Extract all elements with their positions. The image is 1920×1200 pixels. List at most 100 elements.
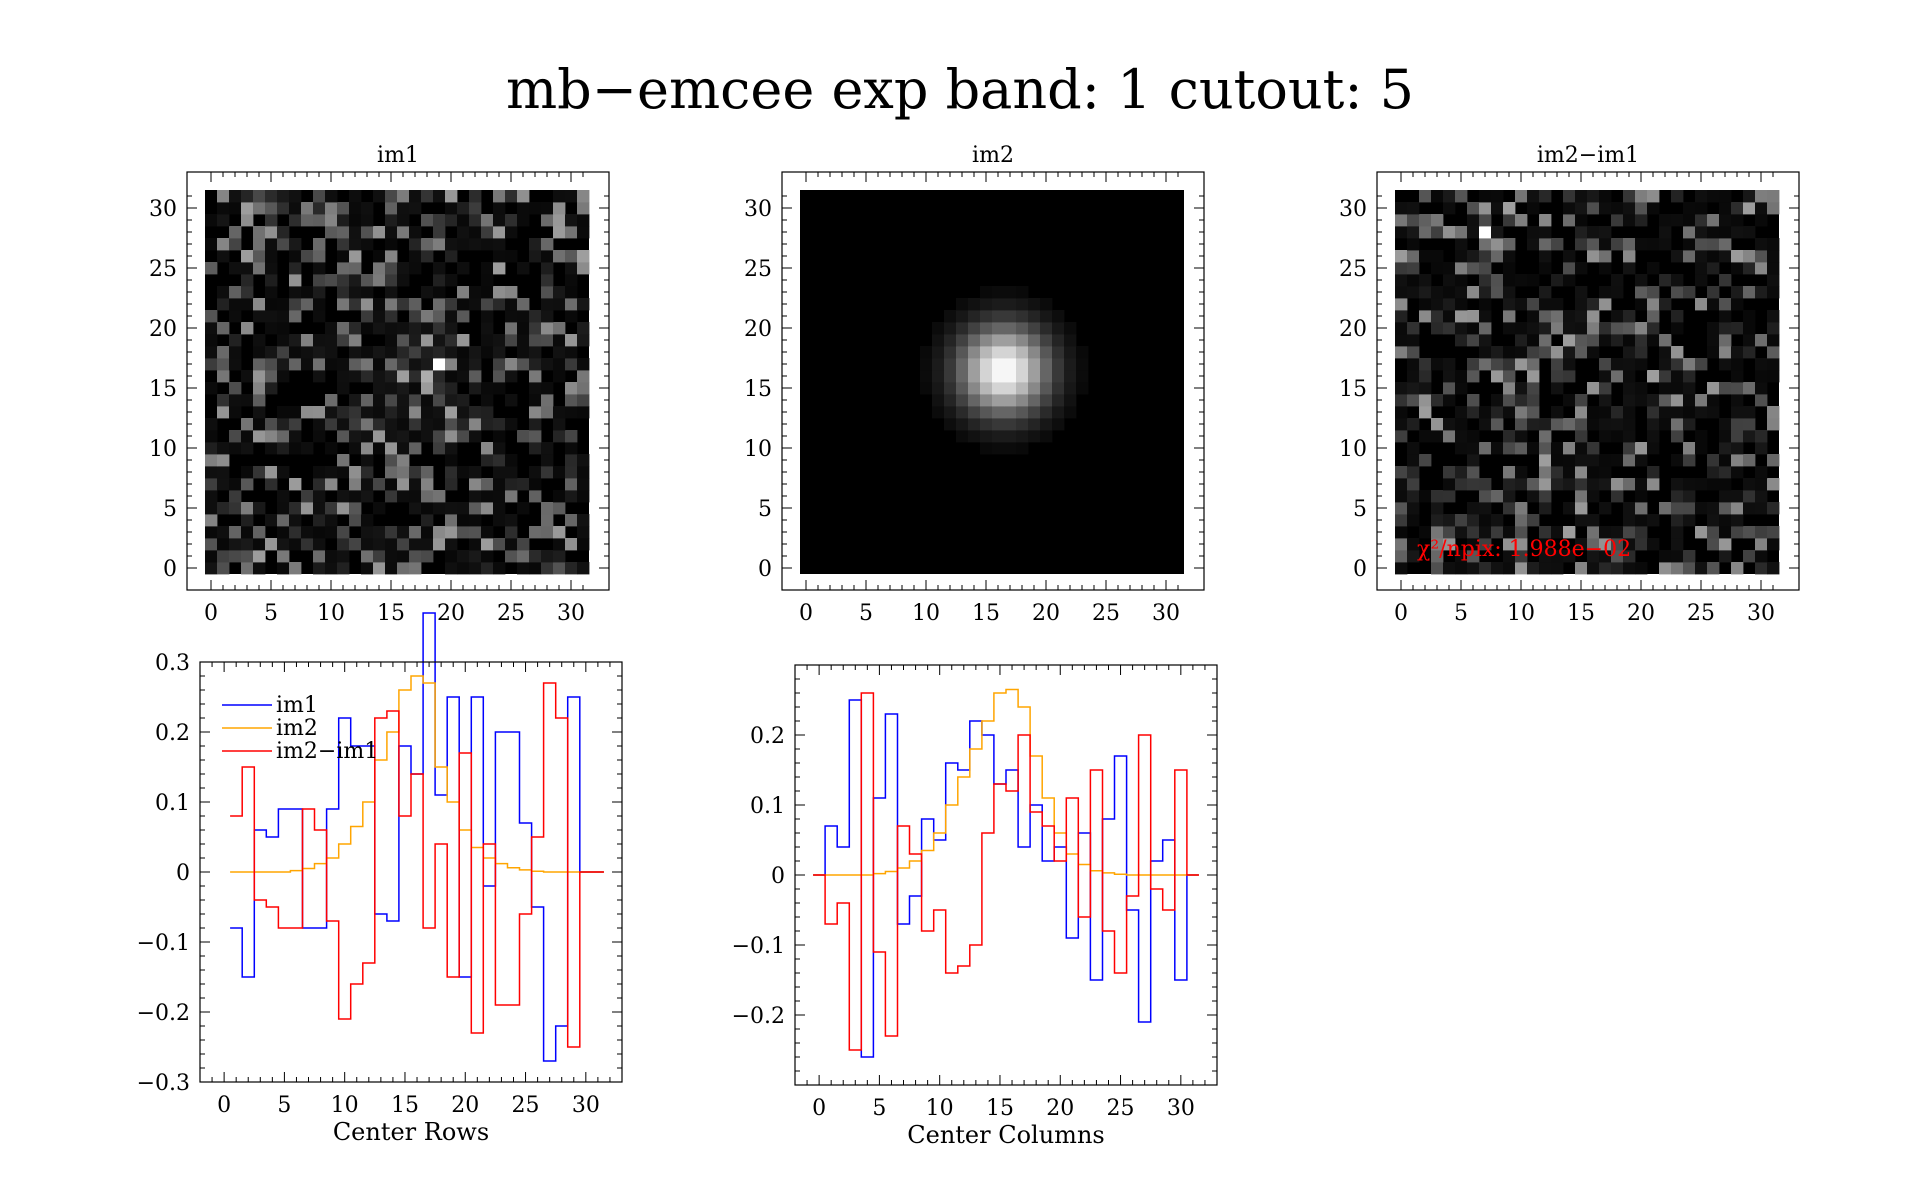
image-pixel: [1659, 382, 1672, 395]
image-pixel: [1419, 214, 1432, 227]
image-pixel: [1551, 442, 1564, 455]
image-pixel: [1419, 394, 1432, 407]
image-pixel: [1707, 514, 1720, 527]
image-pixel: [1695, 262, 1708, 275]
image-pixel: [1599, 538, 1612, 551]
image-pixel: [1455, 406, 1468, 419]
image-pixel: [1551, 358, 1564, 371]
image-pixel: [1443, 322, 1456, 335]
image-pixel: [337, 370, 350, 383]
image-pixel: [253, 310, 266, 323]
legend: im1 im2 im2−im1: [222, 693, 378, 764]
image-pixel: [1004, 358, 1017, 371]
image-pixel: [1064, 322, 1077, 335]
image-pixel: [1731, 430, 1744, 443]
image-pixel: [445, 310, 458, 323]
image-pixel: [1743, 418, 1756, 431]
image-pixel: [553, 346, 566, 359]
image-pixel: [1539, 490, 1552, 503]
image-pixel: [1575, 514, 1588, 527]
image-pixel: [385, 406, 398, 419]
image-pixel: [1467, 538, 1480, 551]
image-pixel: [301, 346, 314, 359]
image-pixel: [385, 538, 398, 551]
image-pixel: [1004, 310, 1017, 323]
image-pixel: [1419, 454, 1432, 467]
image-pixel: [1683, 442, 1696, 455]
image-pixel: [1587, 418, 1600, 431]
image-pixel: [229, 394, 242, 407]
image-pixel: [1623, 238, 1636, 251]
image-pixel: [1743, 478, 1756, 491]
image-pixel: [385, 562, 398, 575]
image-pixel: [205, 418, 218, 431]
image-pixel: [1683, 214, 1696, 227]
image-pixel: [313, 562, 326, 575]
image-pixel: [1419, 226, 1432, 239]
image-pixel: [361, 466, 374, 479]
image-pixel: [1431, 298, 1444, 311]
image-pixel: [277, 430, 290, 443]
image-pixel: [253, 502, 266, 515]
image-pixel: [1467, 310, 1480, 323]
image-pixel: [1623, 382, 1636, 395]
image-pixel: [289, 538, 302, 551]
image-pixel: [253, 550, 266, 563]
image-pixel: [1515, 442, 1528, 455]
image-pixel: [1491, 250, 1504, 263]
image-pixel: [1527, 346, 1540, 359]
image-pixel: [337, 418, 350, 431]
image-pixel: [1407, 382, 1420, 395]
image-pixel: [229, 526, 242, 539]
image-pixel: [361, 394, 374, 407]
image-pixel: [325, 478, 338, 491]
image-pixel: [205, 334, 218, 347]
image-pixel: [1659, 346, 1672, 359]
x-tick-label: 5: [1454, 601, 1468, 626]
image-pixel: [1407, 370, 1420, 383]
image-pixel: [1395, 202, 1408, 215]
image-pixel: [1479, 538, 1492, 551]
image-pixel: [1455, 262, 1468, 275]
image-pixel: [1467, 202, 1480, 215]
image-pixel: [944, 310, 957, 323]
image-pixel: [313, 406, 326, 419]
image-pixel: [541, 394, 554, 407]
image-pixel: [1611, 214, 1624, 227]
image-pixel: [469, 190, 482, 203]
image-pixel: [229, 358, 242, 371]
image-pixel: [1395, 322, 1408, 335]
image-pixel: [265, 418, 278, 431]
image-pixel: [421, 238, 434, 251]
image-pixel: [553, 202, 566, 215]
image-pixel: [992, 298, 1005, 311]
image-pixel: [469, 406, 482, 419]
image-pixel: [421, 514, 434, 527]
image-pixel: [1443, 538, 1456, 551]
image-pixel: [373, 526, 386, 539]
image-pixel: [1575, 394, 1588, 407]
image-pixel: [253, 358, 266, 371]
image-pixel: [385, 286, 398, 299]
image-pixel: [1539, 214, 1552, 227]
image-pixel: [968, 382, 981, 395]
image-pixel: [517, 202, 530, 215]
image-pixel: [361, 454, 374, 467]
image-pixel: [1695, 250, 1708, 263]
image-pixel: [1455, 562, 1468, 575]
image-pixel: [1563, 202, 1576, 215]
image-pixel: [1767, 358, 1780, 371]
image-pixel: [1767, 310, 1780, 323]
image-pixel: [1707, 334, 1720, 347]
image-pixel: [277, 190, 290, 203]
image-pixel: [1407, 274, 1420, 287]
image-pixel: [1563, 466, 1576, 479]
image-pixel: [1575, 454, 1588, 467]
image-pixel: [337, 226, 350, 239]
image-pixel: [481, 262, 494, 275]
image-pixel: [313, 238, 326, 251]
image-pixel: [1515, 550, 1528, 563]
image-pixel: [1527, 358, 1540, 371]
image-pixel: [409, 322, 422, 335]
image-pixel: [349, 274, 362, 287]
